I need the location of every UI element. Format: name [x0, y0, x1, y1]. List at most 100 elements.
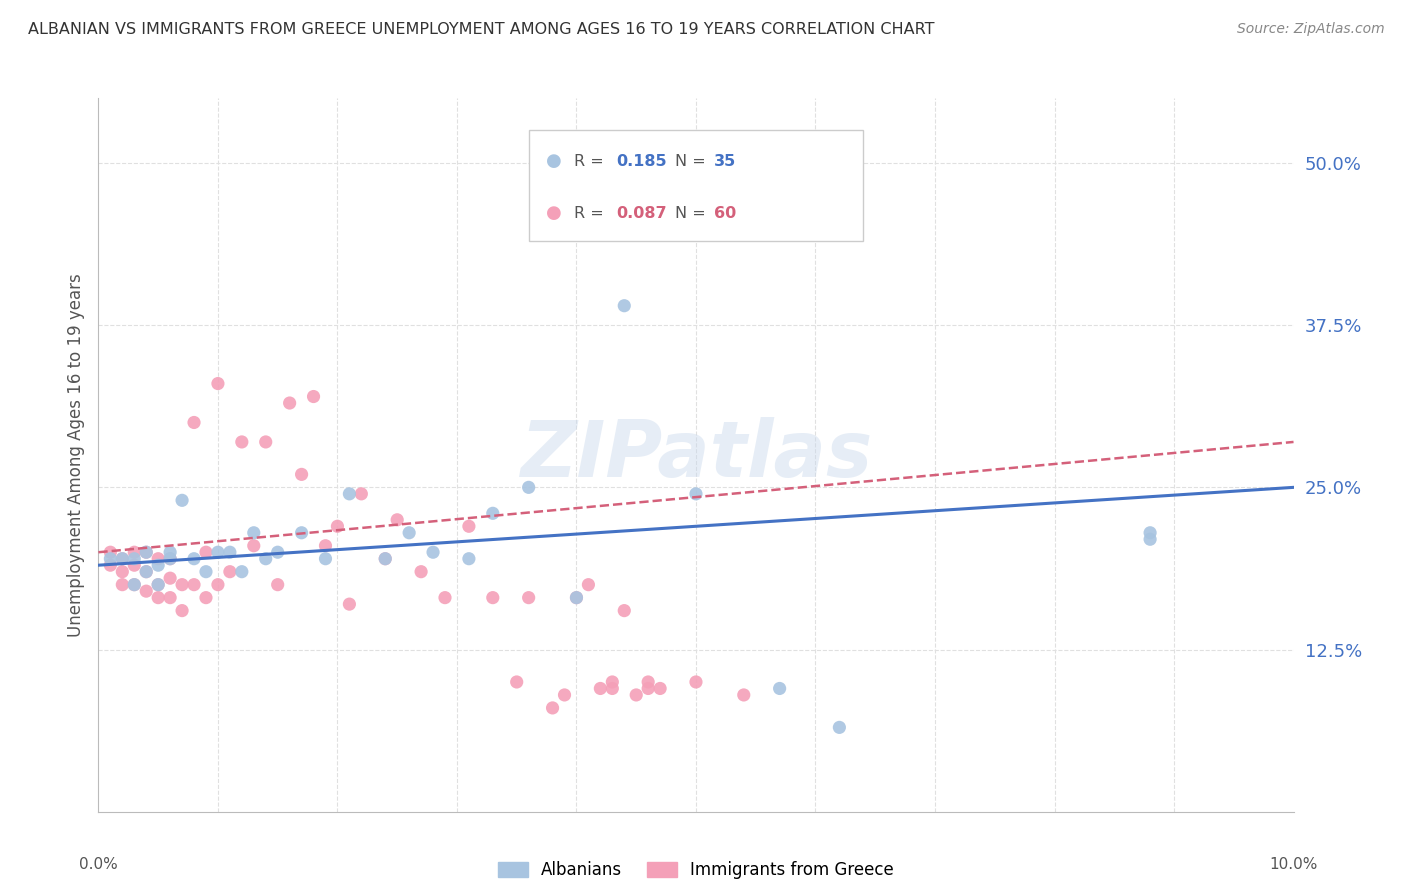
Point [339, 487, 360, 501]
Point [768, 681, 790, 696]
Point [194, 545, 218, 559]
Point [302, 390, 325, 404]
Point [481, 591, 505, 605]
Point [565, 591, 588, 605]
Point [183, 551, 205, 566]
Point [207, 376, 229, 391]
Point [613, 299, 636, 313]
Point [98, 545, 122, 559]
Text: 0.0%: 0.0% [79, 857, 118, 872]
Point [267, 577, 290, 591]
Point [350, 487, 373, 501]
Point [159, 545, 181, 559]
Point [148, 577, 170, 591]
Point [517, 480, 540, 494]
Point [124, 577, 146, 591]
Point [517, 591, 540, 605]
Point [1139, 533, 1161, 547]
Point [98, 551, 122, 566]
Text: Source: ZipAtlas.com: Source: ZipAtlas.com [1237, 22, 1385, 37]
Point [254, 434, 277, 449]
Point [374, 551, 396, 566]
Text: ●: ● [546, 153, 562, 170]
Text: ●: ● [546, 204, 562, 222]
Point [648, 681, 672, 696]
Point [148, 577, 170, 591]
Point [290, 467, 312, 482]
Point [194, 591, 218, 605]
Point [315, 539, 337, 553]
Point [458, 519, 481, 533]
Text: R =: R = [574, 206, 609, 220]
Point [207, 545, 229, 559]
Point [159, 591, 181, 605]
Point [135, 545, 157, 559]
Point [243, 525, 266, 540]
Text: N =: N = [675, 206, 711, 220]
Point [506, 675, 529, 690]
Point [148, 591, 170, 605]
Point [172, 577, 194, 591]
Point [374, 551, 396, 566]
Point [159, 551, 181, 566]
Point [458, 551, 481, 566]
Point [111, 551, 134, 566]
Text: 0.087: 0.087 [616, 206, 666, 220]
Point [183, 416, 205, 430]
Point [600, 675, 623, 690]
Point [637, 681, 659, 696]
Point [613, 604, 636, 618]
Point [578, 577, 600, 591]
Point [422, 545, 444, 559]
Point [135, 545, 157, 559]
Point [148, 551, 170, 566]
Text: R =: R = [574, 153, 609, 169]
Point [124, 545, 146, 559]
Text: ZIPatlas: ZIPatlas [520, 417, 872, 493]
Point [398, 525, 420, 540]
Point [231, 565, 253, 579]
Point [135, 565, 157, 579]
Point [111, 551, 134, 566]
Text: N =: N = [675, 153, 711, 169]
Point [207, 577, 229, 591]
Point [600, 681, 623, 696]
Point [315, 551, 337, 566]
Point [254, 551, 277, 566]
Point [481, 506, 505, 520]
Text: 0.185: 0.185 [616, 153, 666, 169]
Point [326, 519, 349, 533]
Point [385, 513, 409, 527]
Point [159, 571, 181, 585]
Point [411, 565, 433, 579]
Point [541, 143, 564, 157]
Point [589, 681, 612, 696]
Point [231, 434, 253, 449]
Point [124, 558, 146, 573]
Y-axis label: Unemployment Among Ages 16 to 19 years: Unemployment Among Ages 16 to 19 years [66, 273, 84, 637]
Point [124, 551, 146, 566]
Point [148, 558, 170, 573]
Point [434, 591, 457, 605]
Point [135, 565, 157, 579]
Point [111, 577, 134, 591]
Point [111, 565, 134, 579]
Point [267, 545, 290, 559]
Point [290, 525, 312, 540]
Point [637, 675, 659, 690]
Text: 60: 60 [714, 206, 737, 220]
Text: 35: 35 [714, 153, 737, 169]
Point [219, 565, 242, 579]
Point [135, 584, 157, 599]
Point [172, 493, 194, 508]
Point [339, 597, 360, 611]
Text: 10.0%: 10.0% [1270, 857, 1317, 872]
Point [685, 487, 707, 501]
Point [554, 688, 576, 702]
Text: ALBANIAN VS IMMIGRANTS FROM GREECE UNEMPLOYMENT AMONG AGES 16 TO 19 YEARS CORREL: ALBANIAN VS IMMIGRANTS FROM GREECE UNEMP… [28, 22, 935, 37]
Point [541, 701, 564, 715]
Legend: Albanians, Immigrants from Greece: Albanians, Immigrants from Greece [491, 855, 901, 886]
Point [685, 675, 707, 690]
Point [194, 565, 218, 579]
Point [98, 558, 122, 573]
